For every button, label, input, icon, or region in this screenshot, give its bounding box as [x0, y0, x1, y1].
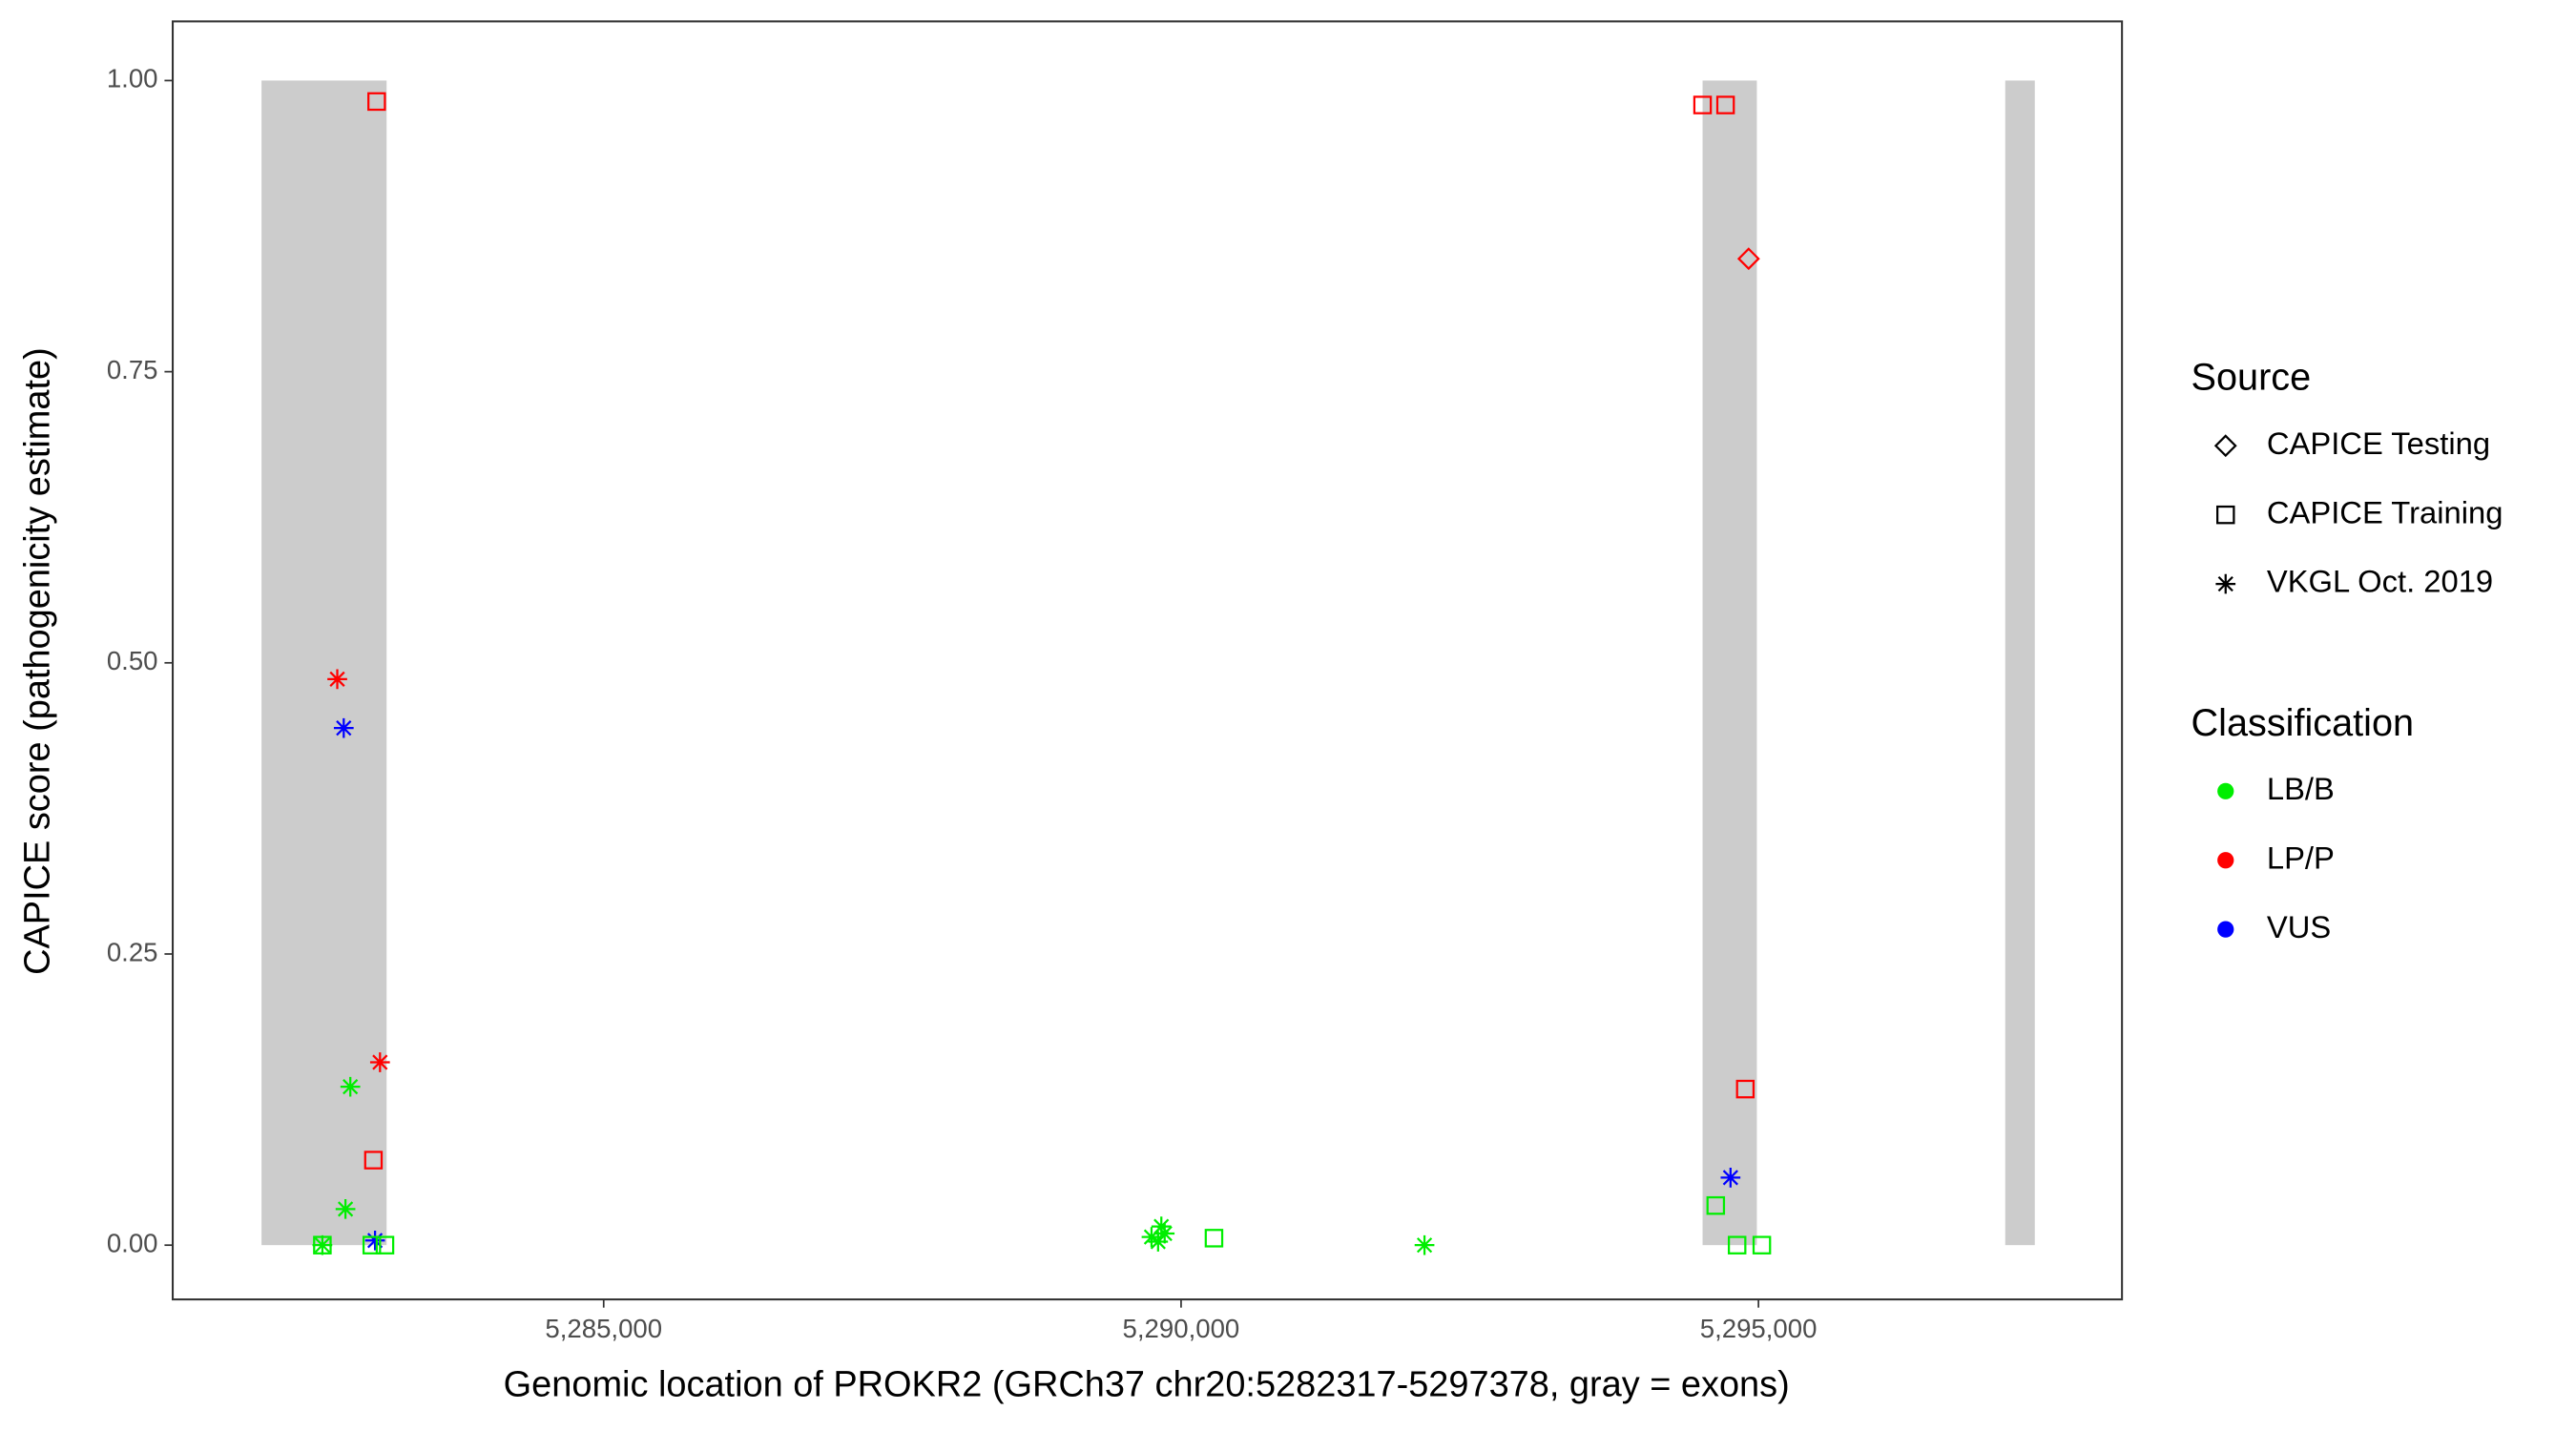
y-tick-label: 1.00 [107, 64, 158, 93]
x-tick-label: 5,290,000 [1123, 1314, 1240, 1343]
x-axis-title: Genomic location of PROKR2 (GRCh37 chr20… [504, 1364, 1790, 1404]
legend-label: LB/B [2267, 771, 2335, 806]
x-tick-label: 5,295,000 [1700, 1314, 1818, 1343]
point [1141, 1227, 1162, 1247]
legend-label: LP/P [2267, 840, 2335, 875]
point [367, 92, 386, 112]
legend-label: VKGL Oct. 2019 [2267, 564, 2493, 599]
y-axis-title: CAPICE score (pathogenicity estimate) [17, 347, 57, 975]
y-tick-label: 0.25 [107, 937, 158, 966]
legend-title: Source [2192, 357, 2312, 399]
point [313, 1235, 332, 1255]
y-tick-label: 0.75 [107, 355, 158, 384]
legend-label: CAPICE Testing [2267, 425, 2490, 461]
point [327, 669, 347, 690]
exon [2005, 80, 2035, 1246]
point [340, 1076, 361, 1097]
point [375, 1235, 395, 1255]
point [335, 1198, 356, 1219]
point [1720, 1168, 1741, 1188]
point [1706, 1195, 1726, 1215]
exon [261, 80, 387, 1246]
point [1148, 1232, 1169, 1252]
legend-key [2217, 921, 2234, 938]
legend-label: VUS [2267, 909, 2331, 944]
point [364, 1151, 384, 1170]
point [1693, 95, 1713, 114]
point [1727, 1235, 1747, 1255]
legend-key [2216, 505, 2235, 525]
legend-key [2217, 782, 2234, 799]
point [362, 1235, 382, 1255]
point [1154, 1223, 1175, 1244]
point [1736, 247, 1760, 271]
point [1715, 95, 1735, 114]
legend-title: Classification [2192, 702, 2415, 744]
y-tick-label: 0.00 [107, 1228, 158, 1257]
legend-key [2213, 434, 2237, 458]
plot-border [172, 20, 2124, 1301]
exon [1702, 80, 1757, 1246]
point [1752, 1235, 1772, 1255]
point [312, 1234, 333, 1255]
point [369, 1052, 390, 1072]
point [364, 1230, 385, 1251]
legend-label: CAPICE Training [2267, 494, 2503, 529]
x-tick-label: 5,285,000 [545, 1314, 662, 1343]
y-tick-label: 0.50 [107, 646, 158, 675]
point [1204, 1229, 1224, 1248]
point [1735, 1079, 1755, 1099]
legend-key [2215, 573, 2236, 594]
point [1151, 1216, 1172, 1236]
point [333, 717, 354, 738]
legend-key [2217, 852, 2234, 869]
point [1414, 1234, 1435, 1255]
